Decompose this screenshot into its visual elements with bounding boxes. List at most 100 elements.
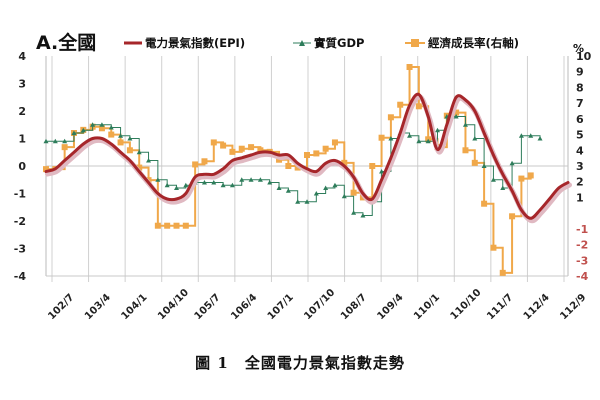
- gdp-point: [416, 138, 422, 144]
- gdp-point: [52, 138, 58, 144]
- x-tick-label: 107/10: [302, 287, 337, 322]
- y-right-tick-label: -3: [576, 254, 588, 267]
- growth-rate-point: [43, 166, 49, 173]
- gdp-point: [295, 199, 301, 204]
- gdp-point: [201, 180, 207, 185]
- growth-rate-point: [397, 101, 404, 108]
- gdp-point: [80, 127, 86, 133]
- gdp-point: [99, 122, 105, 127]
- x-tick-label: 105/7: [193, 292, 223, 322]
- y-left-tick-label: -3: [14, 243, 26, 256]
- gdp-point: [453, 114, 459, 119]
- y-left-tick-label: -1: [14, 188, 26, 201]
- gdp-point: [155, 177, 161, 182]
- growth-rate-point: [248, 144, 255, 151]
- gdp-point: [351, 210, 357, 215]
- gdp-point: [43, 138, 49, 144]
- y-left-tick-label: 2: [18, 105, 26, 118]
- growth-rate-point: [462, 147, 469, 154]
- gdp-point: [127, 136, 133, 141]
- gdp-point: [71, 130, 77, 135]
- x-tick-label: 108/7: [339, 292, 369, 322]
- gdp-point: [360, 213, 366, 218]
- gdp-point: [90, 122, 96, 127]
- gdp-point: [509, 160, 515, 166]
- gdp-point: [332, 182, 338, 188]
- legend-epi-label: 電力景氣指數(EPI): [145, 36, 245, 50]
- gdp-point: [388, 136, 394, 141]
- y-right-tick-label: 9: [576, 66, 584, 79]
- x-tick-label: 104/10: [156, 287, 191, 322]
- growth-rate-point: [331, 139, 338, 146]
- growth-rate-point: [378, 134, 385, 141]
- growth-rate-point: [341, 159, 348, 166]
- growth-rate-point: [490, 244, 497, 251]
- gdp-point: [500, 185, 506, 190]
- x-tick-label: 111/7: [485, 292, 515, 322]
- growth-rate-point: [173, 222, 180, 229]
- y-left-tick-label: 3: [18, 78, 26, 91]
- x-tick-label: 112/4: [522, 292, 552, 322]
- gdp-point: [435, 127, 440, 133]
- gdp-point: [537, 136, 543, 141]
- right-axis-unit: %: [573, 42, 584, 55]
- gdp-point: [407, 133, 413, 138]
- x-tick-label: 104/1: [119, 292, 149, 322]
- gdp-point: [425, 138, 431, 144]
- growth-rate-point: [369, 163, 376, 169]
- y-right-tick-label: -1: [576, 223, 588, 236]
- growth-rate-point: [192, 161, 199, 168]
- gdp-point: [528, 133, 534, 138]
- growth-rate-point: [481, 200, 488, 207]
- gdp-point: [174, 185, 179, 190]
- gdp-point: [304, 199, 310, 204]
- gdp-point: [323, 185, 329, 190]
- growth-rate-point: [518, 175, 525, 182]
- epi-line: [44, 92, 570, 220]
- growth-rate-point: [313, 150, 320, 157]
- gdp-point: [62, 138, 68, 144]
- gdp-point: [490, 177, 496, 182]
- y-right-tick-label: 3: [576, 160, 584, 173]
- legend-gdp-label: 實質GDP: [314, 36, 364, 50]
- growth-rate-point: [304, 152, 310, 158]
- growth-rate-point: [98, 125, 105, 132]
- gdp-point: [276, 185, 282, 190]
- growth-rate-point: [350, 189, 357, 196]
- growth-rate-point: [201, 158, 208, 165]
- gdp-point: [341, 193, 347, 199]
- series-layer: [43, 64, 572, 276]
- y-right-tick-label: 2: [576, 176, 584, 189]
- gdp-point: [462, 122, 468, 127]
- gdp-point: [164, 182, 170, 188]
- y-right-tick-label: 7: [576, 97, 584, 110]
- growth-rate-point: [499, 269, 506, 276]
- gdp-point: [285, 188, 291, 193]
- legend-growth-label: 經濟成長率(右軸): [428, 36, 519, 50]
- legend-growth-marker: [411, 39, 419, 47]
- gdp-point: [257, 177, 263, 182]
- x-tick-label: 102/7: [46, 292, 76, 322]
- panel-title: A.全國: [36, 31, 96, 54]
- growth-rate-point: [387, 114, 394, 121]
- x-tick-label: 109/4: [375, 292, 405, 322]
- growth-rate-point: [164, 222, 171, 229]
- y-right-tick-label: 4: [576, 144, 584, 157]
- growth-rate-point: [154, 222, 161, 229]
- gdp-point: [136, 149, 142, 155]
- growth-rate-point: [453, 109, 460, 116]
- growth-rate-point: [61, 144, 68, 151]
- growth-rate-point: [182, 222, 189, 229]
- growth-rate-point: [509, 213, 516, 220]
- y-left-tick-label: 1: [18, 133, 26, 146]
- growth-rate-point: [108, 131, 115, 138]
- gdp-point: [313, 191, 319, 196]
- gdp-point: [183, 182, 189, 188]
- growth-rate-point: [257, 147, 264, 154]
- gdp-point: [220, 182, 226, 188]
- growth-rate-point: [285, 163, 292, 169]
- growth-rate-point: [322, 145, 329, 152]
- x-tick-label: 107/1: [266, 292, 296, 322]
